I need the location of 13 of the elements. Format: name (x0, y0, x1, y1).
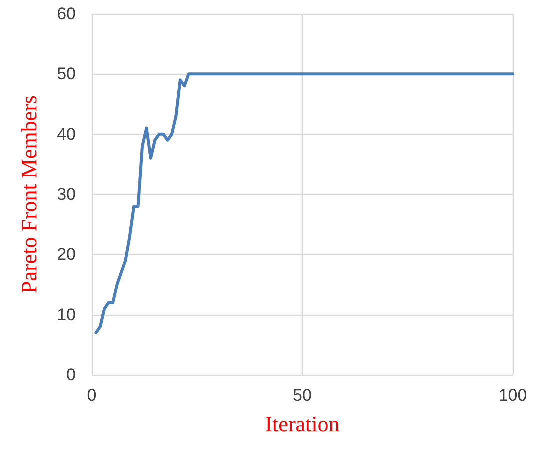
y-tick-label: 50 (57, 64, 76, 84)
y-tick-label: 10 (57, 305, 76, 324)
y-tick-label: 60 (57, 4, 76, 24)
x-axis-title: Iteration (265, 412, 340, 436)
y-tick-label: 20 (57, 245, 76, 264)
y-axis-title: Pareto Front Members (16, 96, 42, 294)
y-tick-label: 30 (57, 185, 76, 204)
x-tick-label: 100 (498, 386, 528, 405)
y-tick-label: 0 (66, 366, 76, 384)
y-tick-label: 40 (57, 124, 76, 144)
x-tick-label: 50 (293, 386, 312, 405)
line-series (94, 72, 514, 334)
x-tick-label: 0 (87, 386, 97, 405)
